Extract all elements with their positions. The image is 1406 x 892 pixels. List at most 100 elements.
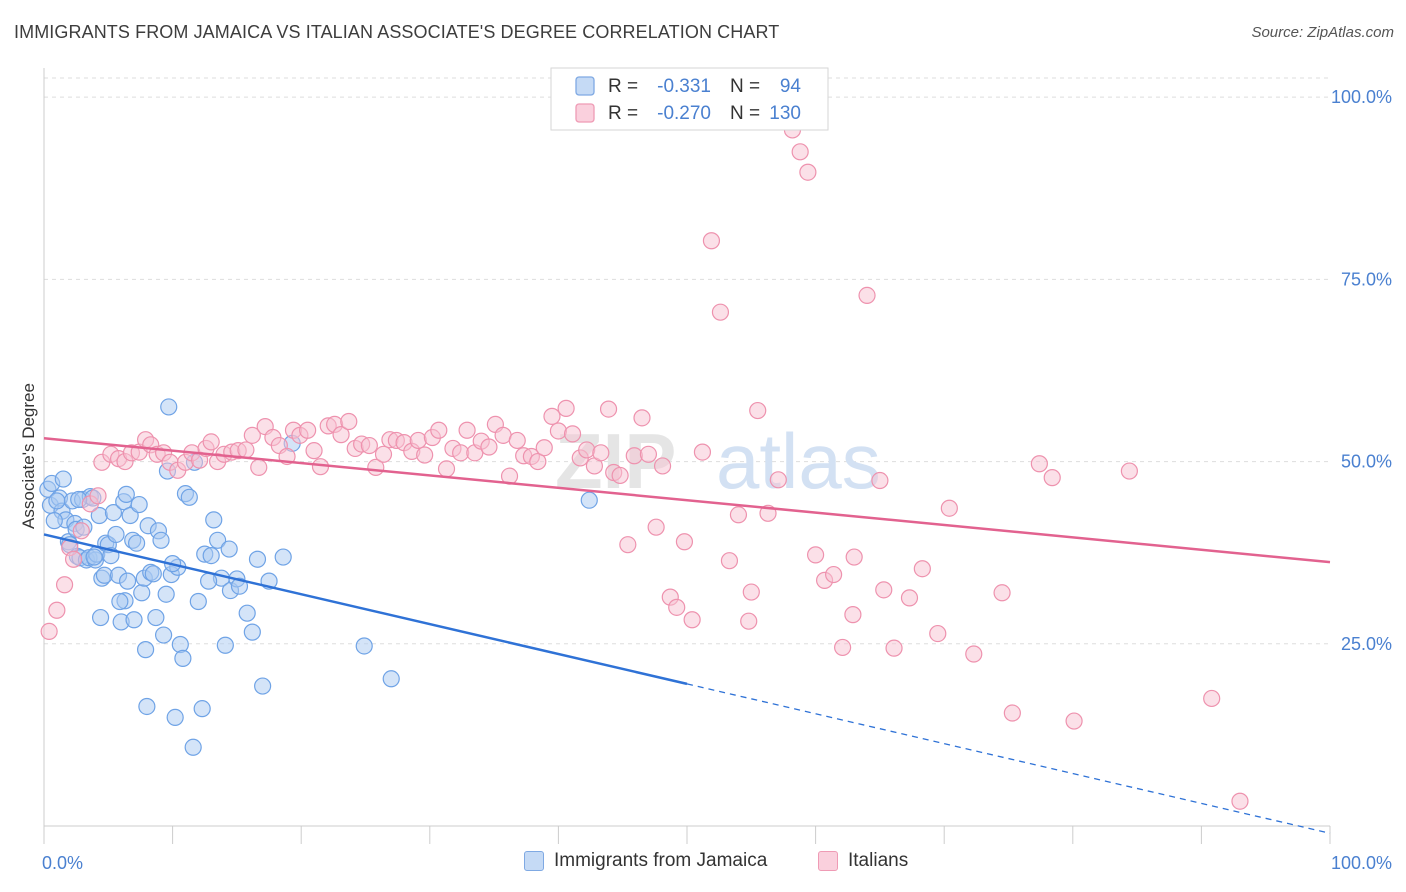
jamaica-point-52 bbox=[160, 398, 178, 416]
italians-point-105 bbox=[799, 163, 817, 181]
italians-point-94 bbox=[693, 443, 712, 461]
axes bbox=[43, 68, 1331, 844]
italians-point-80 bbox=[592, 444, 610, 462]
italians-point-113 bbox=[885, 639, 903, 657]
source-credit: Source: ZipAtlas.com bbox=[1251, 24, 1394, 41]
legend-n-value-0: 94 bbox=[780, 76, 802, 97]
italians-point-109 bbox=[834, 638, 852, 657]
italians-point-116 bbox=[929, 624, 947, 643]
italians-point-92 bbox=[675, 533, 694, 551]
italians-point-112 bbox=[871, 471, 889, 490]
jamaica-point-80 bbox=[48, 492, 66, 510]
legend-swatch-blue bbox=[575, 76, 595, 96]
legend-label-italians: Italians bbox=[848, 850, 909, 871]
chart-title: IMMIGRANTS FROM JAMAICA VS ITALIAN ASSOC… bbox=[14, 22, 780, 42]
legend-swatch-pink bbox=[575, 103, 595, 123]
italians-point-29 bbox=[237, 441, 255, 459]
jamaica-point-61 bbox=[189, 592, 207, 611]
italians-point-97 bbox=[720, 552, 739, 570]
legend-r-value-0: -0.331 bbox=[657, 76, 711, 97]
jamaica-point-57 bbox=[174, 649, 192, 667]
y-tick-label-1: 50.0% bbox=[1341, 452, 1392, 472]
jamaica-point-64 bbox=[202, 546, 220, 565]
jamaica-point-79 bbox=[382, 670, 400, 688]
jamaica-point-56 bbox=[171, 635, 189, 654]
jamaica-point-41 bbox=[133, 584, 151, 602]
italians-point-118 bbox=[965, 645, 983, 663]
italians-point-5 bbox=[72, 522, 90, 540]
italians-point-49 bbox=[374, 445, 393, 463]
italians-point-78 bbox=[578, 441, 596, 459]
jamaica-point-74 bbox=[248, 550, 267, 568]
legend-swatch-pink bbox=[818, 851, 838, 871]
jamaica-point-83 bbox=[138, 697, 156, 716]
italians-point-75 bbox=[557, 399, 575, 417]
jamaica-point-65 bbox=[205, 511, 223, 529]
grid bbox=[44, 77, 1330, 645]
x-tick-label-start: 0.0% bbox=[42, 853, 83, 873]
jamaica-point-73 bbox=[243, 623, 261, 641]
italians-point-88 bbox=[647, 518, 665, 536]
jamaica-point-50 bbox=[154, 626, 173, 644]
watermark-atlas: atlas bbox=[716, 417, 881, 505]
italians-point-108 bbox=[825, 565, 843, 584]
italians-point-96 bbox=[711, 303, 730, 321]
jamaica-point-91 bbox=[580, 491, 598, 509]
y-tick-label-0: 25.0% bbox=[1341, 634, 1392, 654]
italians-point-100 bbox=[749, 401, 767, 420]
italians-point-7 bbox=[89, 487, 107, 505]
italians-point-68 bbox=[508, 431, 526, 450]
correlation-legend: R = -0.331 N = 94 R = -0.270 N = 130 bbox=[550, 67, 829, 131]
legend-label-jamaica: Immigrants from Jamaica bbox=[554, 850, 768, 871]
italians-point-99 bbox=[740, 612, 758, 630]
italians-point-30 bbox=[243, 426, 261, 444]
italians-point-0 bbox=[40, 622, 58, 640]
correlation-legend-box bbox=[550, 67, 829, 131]
italians-point-55 bbox=[416, 446, 434, 464]
italians-point-84 bbox=[619, 536, 637, 554]
y-tick-label-2: 75.0% bbox=[1341, 269, 1392, 289]
italians-point-44 bbox=[340, 412, 358, 431]
italians-point-117 bbox=[940, 499, 958, 517]
legend-r-label-0: R = bbox=[608, 76, 638, 97]
italians-point-126 bbox=[844, 606, 862, 624]
italians-point-61 bbox=[458, 421, 476, 439]
italians-point-1 bbox=[48, 601, 66, 619]
legend-n-value-1: 130 bbox=[769, 103, 801, 124]
italians-point-4 bbox=[64, 550, 83, 568]
italians-point-86 bbox=[633, 409, 651, 427]
legend-n-label-1: N = bbox=[730, 103, 760, 124]
legend-item-italians[interactable]: Italians bbox=[818, 850, 908, 872]
italians-point-74 bbox=[549, 422, 568, 440]
italians-point-24 bbox=[202, 433, 220, 451]
jamaica-point-23 bbox=[91, 608, 110, 627]
italians-point-2 bbox=[55, 576, 74, 594]
italians-point-104 bbox=[791, 143, 809, 161]
italians-point-95 bbox=[702, 232, 721, 250]
jamaica-point-54 bbox=[166, 708, 184, 727]
legend-swatch-blue bbox=[524, 851, 544, 871]
legend-n-label-0: N = bbox=[730, 76, 760, 97]
italians-point-85 bbox=[625, 447, 643, 465]
jamaica-point-38 bbox=[125, 611, 143, 629]
italians-point-71 bbox=[529, 452, 547, 471]
jamaica-point-87 bbox=[85, 548, 103, 566]
italians-point-39 bbox=[305, 442, 323, 460]
jamaica-point-71 bbox=[230, 577, 249, 595]
italians-point-128 bbox=[742, 583, 760, 601]
jamaica-point-82 bbox=[111, 592, 129, 611]
jamaica-trend-extension bbox=[686, 683, 1331, 834]
italians-point-106 bbox=[806, 546, 825, 564]
jamaica-point-35 bbox=[118, 572, 137, 590]
jamaica-point-85 bbox=[200, 572, 218, 590]
jamaica-point-59 bbox=[180, 488, 198, 506]
legend-item-jamaica[interactable]: Immigrants from Jamaica bbox=[524, 850, 767, 872]
italians-point-127 bbox=[875, 581, 893, 599]
italians-point-54 bbox=[409, 431, 427, 450]
jamaica-point-72 bbox=[238, 604, 256, 622]
italians-point-91 bbox=[668, 598, 686, 616]
italians-point-129 bbox=[993, 584, 1011, 602]
jamaica-point-29 bbox=[104, 503, 123, 522]
italians-point-122 bbox=[1065, 712, 1083, 730]
